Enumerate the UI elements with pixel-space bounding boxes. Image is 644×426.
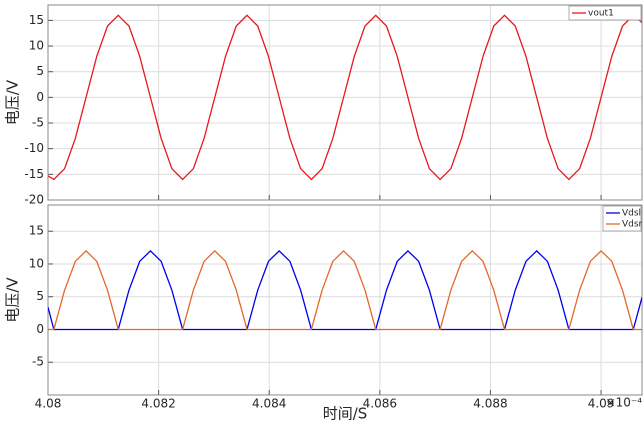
y-axis-label: 电压/V xyxy=(4,79,22,125)
legend-label: vout1 xyxy=(588,9,614,19)
legend-box xyxy=(602,205,642,232)
y-tick-label: -10 xyxy=(24,141,44,155)
x-tick-label: 4.09 xyxy=(588,397,615,411)
y-tick-label: 15 xyxy=(29,13,44,27)
legend-label: Vdsl xyxy=(622,209,641,219)
y-tick-label: 15 xyxy=(29,224,44,238)
y-tick-label: -15 xyxy=(24,167,44,181)
legend-box xyxy=(568,5,642,21)
x-tick-label: 4.086 xyxy=(363,397,397,411)
x-tick-label: 4.088 xyxy=(473,397,507,411)
plot-area xyxy=(48,205,642,395)
legend-label: Vdsr xyxy=(622,220,643,230)
axes-frame xyxy=(47,204,643,396)
x-axis-label: 时间/S xyxy=(323,405,368,423)
y-tick-label: -5 xyxy=(32,355,44,369)
plot-area xyxy=(48,5,642,200)
y-tick-label: 10 xyxy=(29,256,44,270)
y-tick-label: 10 xyxy=(29,39,44,53)
x-tick-label: 4.082 xyxy=(141,397,175,411)
x-tick-label: 4.084 xyxy=(252,397,286,411)
y-tick-label: -5 xyxy=(32,116,44,130)
y-axis-label: 电压/V xyxy=(4,277,22,323)
y-tick-label: 0 xyxy=(36,322,44,336)
series-line xyxy=(48,14,642,181)
y-tick-label: 5 xyxy=(36,289,44,303)
x-tick-label: 4.08 xyxy=(35,397,62,411)
axes-frame xyxy=(47,4,643,201)
x-exponent-label: ×10⁻⁴ xyxy=(606,396,643,410)
y-tick-label: -20 xyxy=(24,193,44,207)
series-line xyxy=(48,249,642,331)
plot-lines xyxy=(48,14,642,181)
y-tick-label: 0 xyxy=(36,90,44,104)
plot-lines xyxy=(48,249,642,331)
series-line xyxy=(48,249,642,331)
y-tick-label: 5 xyxy=(36,64,44,78)
